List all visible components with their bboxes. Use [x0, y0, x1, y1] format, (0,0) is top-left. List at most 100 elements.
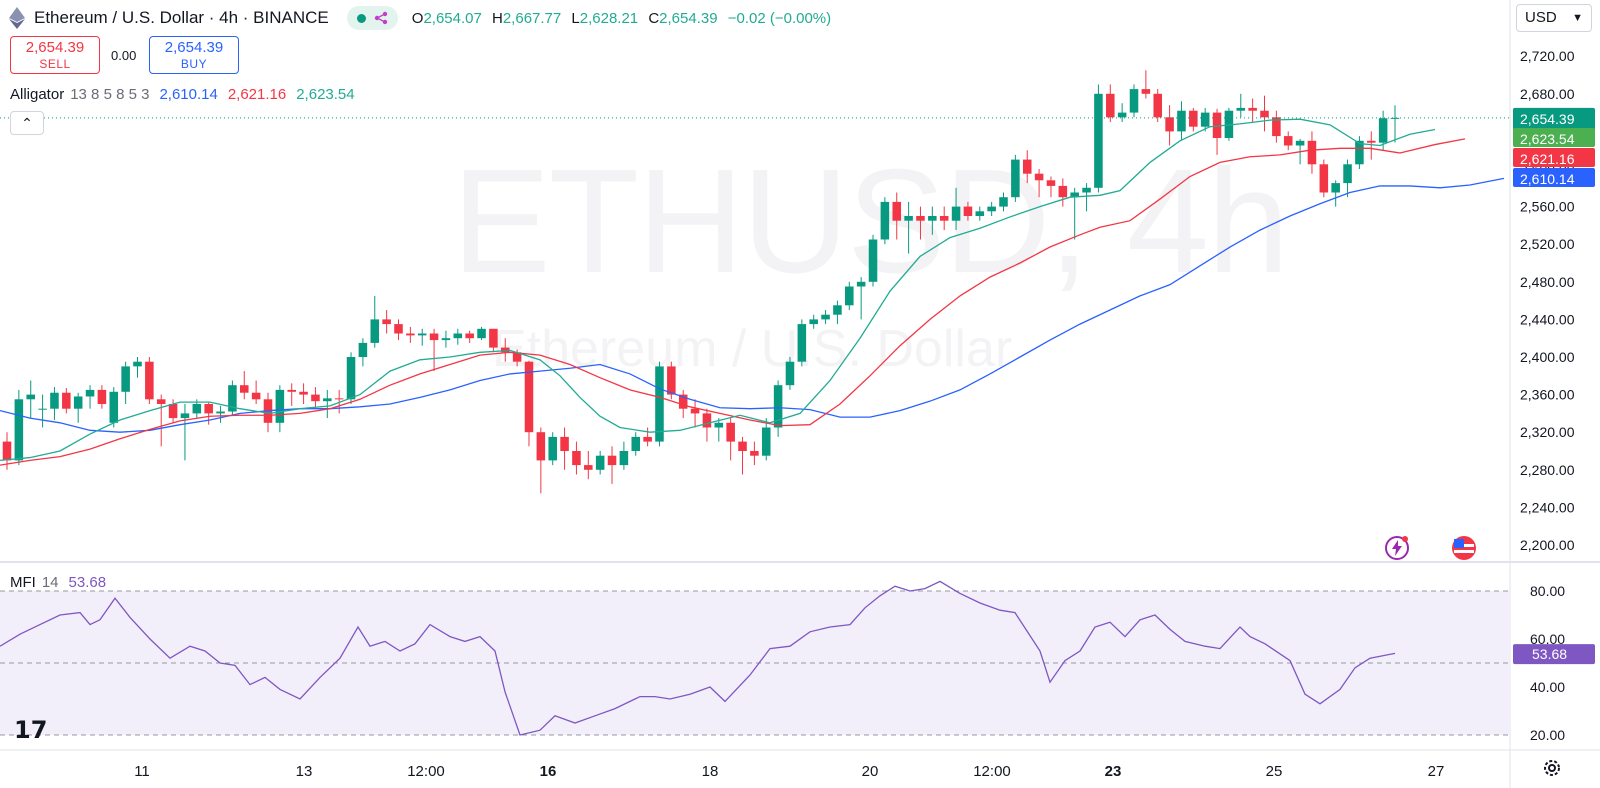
- collapse-legend-button[interactable]: ⌃: [10, 111, 44, 135]
- candle-body: [50, 392, 59, 409]
- sell-price: 2,654.39: [25, 39, 85, 56]
- symbol-title[interactable]: Ethereum / U.S. Dollar · 4h · BINANCE: [34, 8, 329, 27]
- candle-body: [1319, 164, 1329, 193]
- candle-body: [1129, 89, 1139, 113]
- candle-body: [1343, 164, 1352, 184]
- mfi-value: 53.68: [68, 574, 107, 591]
- price-tick-label: 2,320.00: [1520, 424, 1575, 440]
- chevron-up-icon: ⌃: [21, 115, 33, 131]
- candle-body: [845, 286, 854, 306]
- candle-body: [2, 441, 12, 461]
- time-tick-label: 27: [1428, 763, 1445, 780]
- candle-body: [1248, 107, 1257, 111]
- mfi-band: [0, 591, 1510, 735]
- candle-body: [738, 441, 747, 451]
- candle-body: [370, 319, 380, 343]
- candle-body: [73, 396, 83, 409]
- candle-body: [1331, 183, 1340, 193]
- ethereum-icon: [9, 7, 25, 29]
- candle-body: [311, 394, 320, 402]
- candle-body: [62, 392, 71, 409]
- price-tick-label: 2,240.00: [1520, 499, 1575, 515]
- candle-body: [987, 206, 996, 212]
- candle-body: [904, 216, 913, 221]
- candle-body: [346, 357, 356, 400]
- candle-body: [584, 465, 593, 470]
- candle-body: [963, 206, 973, 216]
- candle-body: [726, 422, 735, 442]
- candle-body: [251, 392, 261, 400]
- mfi-line: [0, 580, 1396, 736]
- candle-body: [868, 239, 878, 282]
- mfi-name: MFI: [10, 574, 36, 591]
- candle-body: [1117, 112, 1127, 118]
- price-tick-label: 2,680.00: [1520, 86, 1575, 102]
- candle-body: [358, 342, 368, 357]
- candle-body: [821, 314, 830, 320]
- candle-body: [441, 338, 451, 341]
- candle-body: [429, 333, 439, 341]
- candle-body: [145, 361, 154, 400]
- flag-icon[interactable]: [1450, 534, 1478, 567]
- candle-body: [1367, 140, 1376, 143]
- gear-icon[interactable]: [1541, 757, 1563, 784]
- candle-body: [133, 361, 142, 367]
- alligator-legend[interactable]: Alligator 13 8 5 8 5 3 2,610.14 2,621.16 2,6…: [10, 86, 355, 103]
- candle-body: [85, 389, 95, 397]
- candle-body: [1141, 89, 1151, 94]
- candle-body: [1295, 140, 1305, 146]
- mfi-value-tag-text: 53.68: [1532, 646, 1567, 662]
- currency-select[interactable]: USD ▼: [1516, 4, 1592, 32]
- candle-body: [156, 399, 166, 404]
- lightning-icon[interactable]: [1383, 534, 1411, 567]
- lips-price-tag: [1513, 128, 1595, 147]
- candle-body: [524, 361, 534, 433]
- alligator-lips-line: [0, 118, 1436, 462]
- candle-body: [239, 385, 249, 393]
- candle-body: [1046, 180, 1056, 186]
- candle-body: [512, 352, 522, 362]
- buy-button[interactable]: 2,654.39 BUY: [149, 36, 239, 74]
- chevron-down-icon: ▼: [1572, 12, 1583, 24]
- price-tick-label: 2,280.00: [1520, 462, 1575, 478]
- mfi-value-tag: [1513, 644, 1595, 665]
- candle-body: [323, 398, 332, 402]
- candle-body: [928, 216, 937, 221]
- tradingview-logo[interactable]: 17: [14, 716, 48, 744]
- candle-body: [204, 404, 213, 414]
- candle-body: [999, 197, 1008, 207]
- candle-body: [489, 328, 498, 348]
- time-tick-label: 13: [296, 763, 313, 780]
- candle-body: [228, 385, 237, 412]
- market-open-dot: [356, 13, 366, 23]
- status-pill[interactable]: [346, 6, 398, 30]
- candle-body: [26, 394, 35, 400]
- teeth-price-tag: [1513, 148, 1595, 167]
- candle-body: [916, 216, 925, 221]
- teeth-price-tag-text: 2,621.16: [1520, 151, 1575, 167]
- candle-body: [1378, 118, 1388, 143]
- time-tick-label: 12:00: [407, 763, 445, 780]
- candle-body: [1011, 159, 1020, 198]
- price-tick-label: 2,360.00: [1520, 387, 1575, 403]
- candle-body: [678, 394, 688, 409]
- mfi-tick-label: 60.00: [1530, 631, 1565, 647]
- candle-body: [38, 408, 47, 410]
- candle-body: [856, 281, 866, 287]
- mfi-tick-label: 20.00: [1530, 727, 1565, 743]
- candle-body: [975, 211, 985, 216]
- time-tick-label: 18: [702, 763, 719, 780]
- candle-body: [1200, 112, 1210, 127]
- sell-button[interactable]: 2,654.39 SELL: [10, 36, 100, 74]
- candle-body: [655, 366, 664, 442]
- candle-body: [939, 216, 949, 221]
- price-change: −0.02 (−0.00%): [727, 9, 832, 27]
- candle-body: [299, 391, 308, 395]
- price-tick-label: 2,520.00: [1520, 236, 1575, 252]
- mfi-legend[interactable]: MFI 14 53.68: [10, 574, 106, 591]
- price-tick-label: 2,400.00: [1520, 349, 1575, 365]
- candle-body: [109, 391, 119, 423]
- candle-body: [833, 305, 842, 315]
- candle-body: [1355, 140, 1364, 165]
